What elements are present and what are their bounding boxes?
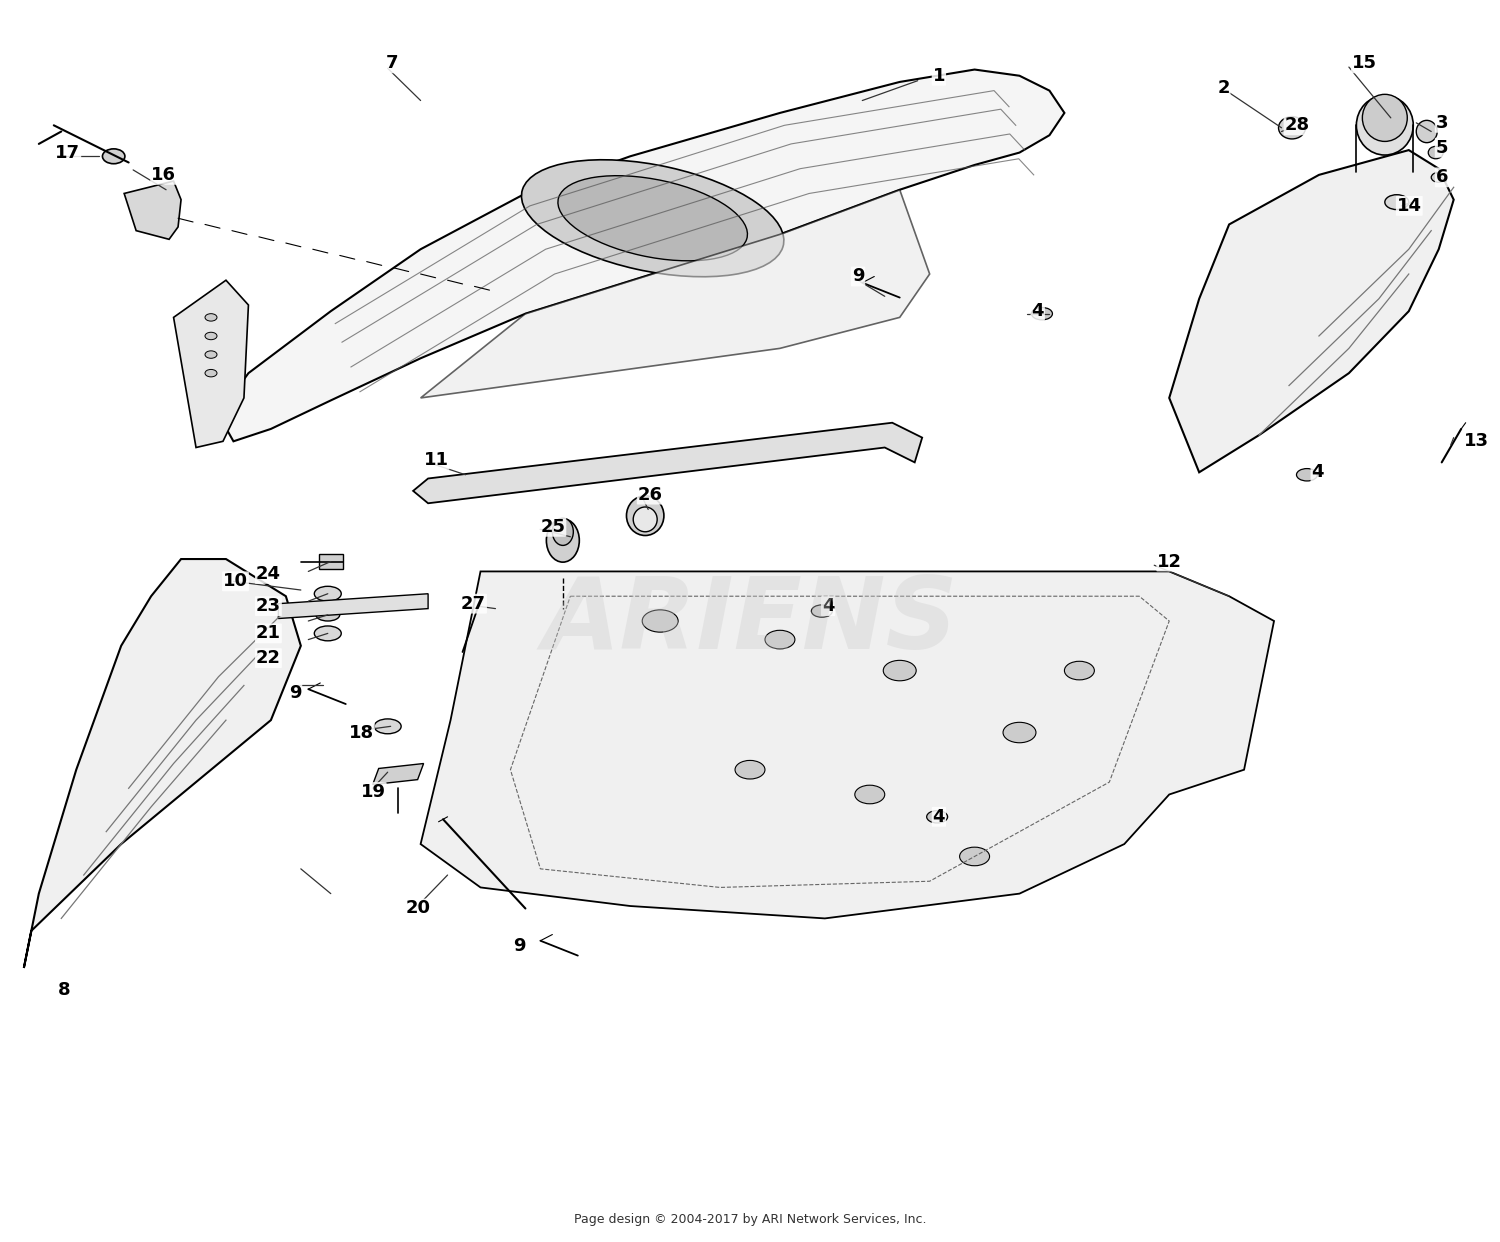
Ellipse shape [1416, 120, 1437, 143]
Polygon shape [420, 571, 1274, 918]
Polygon shape [413, 422, 922, 503]
Text: 5: 5 [1436, 139, 1448, 156]
Text: 9: 9 [513, 936, 526, 955]
Text: 12: 12 [1156, 553, 1182, 570]
Ellipse shape [633, 507, 657, 532]
Ellipse shape [1362, 94, 1407, 142]
Ellipse shape [206, 350, 218, 358]
Ellipse shape [1356, 96, 1413, 155]
Polygon shape [224, 70, 1065, 441]
Text: 13: 13 [1464, 432, 1490, 451]
Text: 4: 4 [1032, 302, 1044, 320]
Polygon shape [1168, 150, 1454, 472]
Ellipse shape [558, 175, 747, 261]
Text: 26: 26 [638, 486, 663, 503]
Text: 10: 10 [224, 573, 248, 590]
Ellipse shape [316, 609, 340, 621]
Polygon shape [279, 594, 428, 619]
Text: 18: 18 [348, 724, 374, 741]
Ellipse shape [627, 496, 664, 535]
Ellipse shape [812, 605, 832, 617]
Ellipse shape [884, 661, 916, 681]
Ellipse shape [206, 369, 218, 376]
Text: 9: 9 [852, 267, 864, 286]
Ellipse shape [1384, 195, 1408, 210]
Polygon shape [320, 554, 344, 569]
Text: 3: 3 [1436, 114, 1448, 132]
Text: 20: 20 [405, 899, 430, 918]
Ellipse shape [315, 626, 342, 641]
Polygon shape [174, 281, 249, 447]
Text: 4: 4 [933, 807, 945, 826]
Ellipse shape [642, 610, 678, 632]
Ellipse shape [102, 149, 125, 164]
Ellipse shape [1032, 308, 1053, 320]
Ellipse shape [1431, 173, 1446, 183]
Text: 28: 28 [1284, 117, 1310, 134]
Text: 16: 16 [152, 166, 176, 184]
Ellipse shape [315, 586, 342, 601]
Ellipse shape [1065, 661, 1095, 679]
Ellipse shape [374, 719, 400, 734]
Text: 23: 23 [256, 597, 280, 615]
Polygon shape [24, 559, 302, 968]
Text: 1: 1 [933, 67, 945, 84]
Text: 4: 4 [1311, 463, 1324, 482]
Text: 11: 11 [423, 451, 448, 469]
Polygon shape [372, 764, 423, 785]
Text: 14: 14 [1396, 197, 1422, 215]
Ellipse shape [855, 785, 885, 804]
Text: 4: 4 [822, 597, 834, 615]
Text: 15: 15 [1352, 55, 1377, 72]
Text: 19: 19 [360, 782, 386, 801]
Ellipse shape [1004, 723, 1036, 743]
Text: 6: 6 [1436, 169, 1448, 186]
Ellipse shape [1428, 147, 1443, 159]
Ellipse shape [735, 760, 765, 779]
Text: 25: 25 [540, 518, 566, 535]
Text: 22: 22 [256, 650, 280, 667]
Ellipse shape [960, 847, 990, 866]
Ellipse shape [206, 314, 218, 322]
Polygon shape [124, 181, 182, 240]
Ellipse shape [927, 811, 948, 823]
Polygon shape [420, 190, 930, 397]
Text: 7: 7 [386, 55, 399, 72]
Text: 24: 24 [256, 565, 280, 582]
Ellipse shape [546, 519, 579, 563]
Text: 27: 27 [460, 595, 486, 612]
Text: Page design © 2004-2017 by ARI Network Services, Inc.: Page design © 2004-2017 by ARI Network S… [573, 1212, 926, 1226]
Text: ARIENS: ARIENS [542, 573, 958, 669]
Ellipse shape [1278, 117, 1305, 139]
Ellipse shape [1296, 468, 1317, 481]
Text: 9: 9 [290, 684, 302, 702]
Ellipse shape [552, 518, 573, 545]
Text: 17: 17 [56, 144, 81, 161]
Ellipse shape [206, 333, 218, 340]
Text: 8: 8 [58, 981, 70, 1000]
Text: 21: 21 [256, 625, 280, 642]
Ellipse shape [522, 160, 784, 277]
Text: 2: 2 [1216, 79, 1230, 97]
Ellipse shape [765, 630, 795, 648]
